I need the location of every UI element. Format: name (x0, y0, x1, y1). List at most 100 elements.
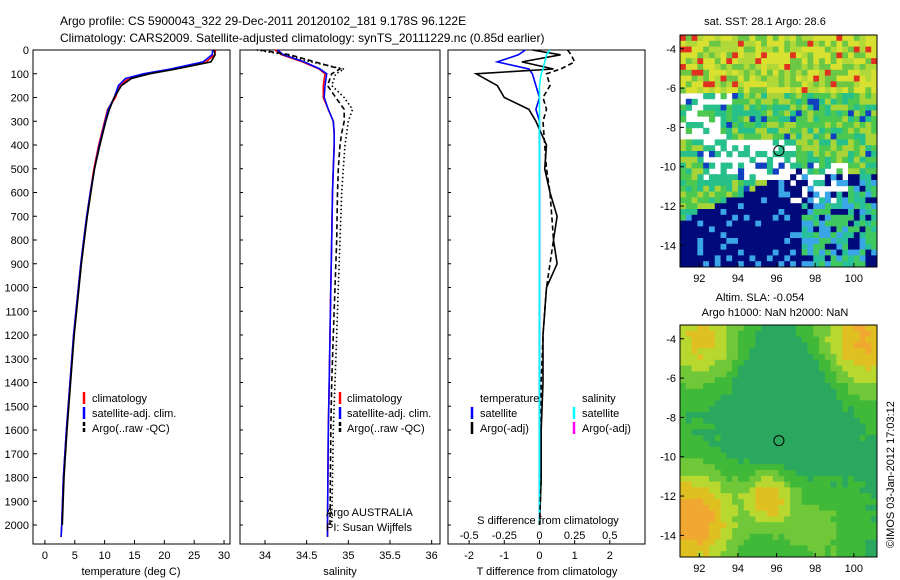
map-cell (680, 40, 687, 47)
map-cell (853, 52, 861, 59)
map-cell (766, 435, 774, 442)
map-cell (691, 58, 698, 65)
map-cell (784, 220, 791, 227)
map-cell (714, 388, 721, 395)
map-cell (691, 162, 698, 169)
map-cell (790, 441, 797, 448)
map-cell (813, 475, 820, 482)
map-cell (749, 522, 756, 529)
map-cell (726, 383, 733, 390)
map-cell (732, 127, 739, 134)
map-cell (871, 249, 878, 256)
map-cell (819, 238, 826, 245)
map-cell (830, 528, 837, 535)
map-cell (766, 336, 774, 343)
map-cell (761, 499, 768, 506)
map-cell (790, 377, 797, 384)
map-cell (871, 226, 878, 233)
map-cell (761, 162, 768, 169)
map-cell (720, 429, 727, 436)
map-cell (819, 261, 826, 268)
map-cell (784, 539, 791, 546)
map-cell (685, 180, 692, 187)
map-cell (743, 110, 750, 117)
map-cell (865, 214, 872, 221)
map-cell (737, 122, 745, 129)
map-cell (784, 487, 791, 494)
map-cell (680, 539, 687, 546)
series-t-argo-adj (473, 49, 561, 526)
map-cell (842, 35, 849, 42)
map-cell (720, 232, 727, 239)
map-cell (778, 243, 785, 250)
map-cell (761, 528, 768, 535)
map-cell (697, 493, 704, 500)
map-cell (784, 510, 791, 517)
map-cell (685, 342, 692, 349)
map-cell (708, 533, 716, 540)
map-cell (714, 359, 721, 366)
map-cell (830, 139, 837, 146)
map-cell (714, 180, 721, 187)
map-cell (836, 255, 843, 262)
map-cell (761, 122, 768, 129)
map-cell (697, 458, 704, 465)
map-cell (801, 220, 808, 227)
map-cell (737, 452, 745, 459)
map-cell (795, 446, 803, 453)
map-cell (755, 197, 762, 204)
map-cell (848, 261, 855, 268)
map-cell (708, 545, 716, 552)
map-cell (732, 412, 739, 419)
map-cell (761, 133, 768, 140)
map-cell (743, 435, 750, 442)
map-cell (726, 516, 733, 523)
map-cell (761, 243, 768, 250)
map-cell (732, 365, 739, 372)
map-cell (848, 359, 855, 366)
map-cell (749, 64, 756, 71)
map-cell (714, 516, 721, 523)
map-cell (842, 110, 849, 117)
difference-frame (447, 49, 646, 545)
map-cell (732, 487, 739, 494)
map-cell (871, 81, 878, 88)
map-cell (703, 359, 710, 366)
map-cell (749, 185, 756, 192)
map-cell (708, 336, 716, 343)
map-cell (819, 383, 826, 390)
map-cell (749, 406, 756, 413)
map-cell (726, 174, 733, 181)
map-cell (790, 371, 797, 378)
map-cell (749, 377, 756, 384)
map-cell (685, 35, 692, 42)
map-cell (865, 168, 872, 175)
map-cell (819, 371, 826, 378)
map-cell (813, 110, 820, 117)
map-cell (761, 87, 768, 94)
map-cell (761, 470, 768, 477)
map-cell (737, 75, 745, 82)
map-cell (871, 64, 878, 71)
map-cell (714, 52, 721, 59)
map-cell (703, 365, 710, 372)
map-cell (853, 35, 861, 42)
map-cell (813, 46, 820, 53)
map-cell (842, 365, 849, 372)
depth-tick-label: 1000 (5, 283, 29, 295)
map-cell (772, 388, 779, 395)
map-cell (859, 441, 866, 448)
map-cell (697, 348, 704, 355)
map-cell (685, 243, 692, 250)
map-cell (795, 232, 803, 239)
series-s-argo-adj (538, 49, 576, 526)
map-cell (726, 209, 733, 216)
map-cell (824, 203, 832, 210)
map-cell (755, 64, 762, 71)
map-cell (790, 98, 797, 105)
map-cell (853, 226, 861, 233)
map-cell (720, 261, 727, 268)
map-cell (865, 458, 872, 465)
map-cell (685, 429, 692, 436)
map-cell (842, 156, 849, 163)
